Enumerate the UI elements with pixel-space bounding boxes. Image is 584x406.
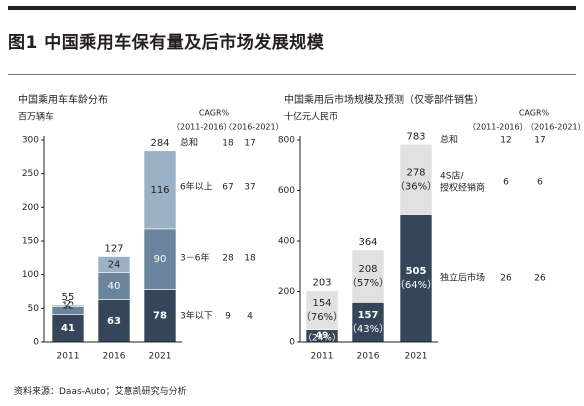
y-tick-label: 0 — [33, 338, 39, 348]
cagr-value: 6 — [537, 178, 543, 188]
cagr-row-label: 4S店/ — [440, 170, 464, 182]
bar-value-label: 49 — [316, 331, 329, 341]
y-axis-label: 十亿元人民币 — [284, 111, 338, 123]
cagr-row-label: 3年以下 — [180, 310, 213, 322]
bar-segment — [143, 228, 177, 290]
y-tick-label: 100 — [22, 270, 39, 280]
bar-segment — [143, 150, 177, 230]
cagr-row-label: 总和 — [440, 134, 458, 146]
y-tick-label: 200 — [22, 203, 39, 213]
chart-title: 中国乘用后市场规模及预测（仅零部件销售） — [284, 93, 484, 106]
x-tick-label: 2021 — [405, 352, 428, 362]
cagr-value: 4 — [247, 312, 253, 322]
title-divider — [8, 74, 576, 75]
bar-value-label: 154 — [312, 298, 331, 309]
x-tick-label: 2021 — [149, 352, 172, 362]
cagr-value: 6 — [503, 178, 509, 188]
y-tick-label: 800 — [278, 136, 295, 146]
x-tick-label: 2011 — [311, 352, 334, 362]
bar-share-label: （57%） — [347, 277, 389, 289]
cagr-period: （2016-2021） — [526, 123, 584, 132]
bar-total-label: 203 — [312, 278, 331, 289]
cagr-value: 67 — [222, 183, 233, 193]
top-rule — [8, 6, 576, 10]
bar-segment — [51, 304, 85, 307]
x-tick-label: 2016 — [103, 352, 126, 362]
bar-value-label: 505 — [406, 266, 427, 277]
cagr-value: 9 — [225, 312, 231, 322]
bar-value-label: 41 — [61, 323, 75, 334]
bar-total-label: 364 — [358, 237, 377, 248]
bar-segment — [305, 290, 339, 330]
cagr-row-label: 3－6年 — [180, 252, 209, 264]
source-note: 资料来源：Daas-Auto；艾意凯研究与分析 — [14, 387, 187, 397]
cagr-value: 12 — [500, 136, 511, 146]
bar-share-label: （76%） — [301, 311, 343, 323]
bar-value-label: 278 — [406, 167, 425, 178]
cagr-row-label: 独立后市场 — [440, 272, 485, 284]
cagr-value: 26 — [500, 274, 512, 284]
cagr-value: 17 — [244, 139, 255, 149]
cagr-header: CAGR% — [199, 109, 230, 118]
cagr-row-label: 授权经销商 — [440, 182, 485, 194]
cagr-value: 17 — [534, 136, 545, 146]
bar-value-label: 24 — [108, 260, 121, 271]
bar-value-label: 208 — [358, 264, 377, 275]
bar-share-label: （24%） — [303, 333, 341, 344]
bar-value-label: 2 — [65, 299, 71, 310]
bar-segment — [399, 214, 433, 343]
bar-segment — [399, 143, 433, 215]
bar-total-label: 55 — [62, 292, 75, 303]
y-tick-label: 400 — [278, 237, 295, 247]
bar-share-label: （43%） — [347, 323, 389, 335]
bar-total-label: 783 — [406, 131, 425, 142]
cagr-value: 37 — [244, 183, 255, 193]
bar-value-label: 116 — [150, 185, 169, 196]
bar-segment — [351, 302, 385, 343]
y-tick-label: 250 — [22, 169, 39, 179]
bar-segment — [51, 314, 85, 343]
cagr-period: （2011-2016） — [468, 123, 528, 132]
bar-total-label: 127 — [104, 243, 123, 254]
bar-value-label: 63 — [107, 316, 121, 327]
x-tick-label: 2016 — [357, 352, 380, 362]
bar-segment — [97, 272, 131, 300]
y-tick-label: 300 — [22, 136, 39, 146]
bar-share-label: （64%） — [395, 279, 437, 291]
bar-value-label: 78 — [153, 311, 167, 322]
y-axis-label: 百万辆车 — [18, 111, 54, 123]
cagr-value: 18 — [244, 254, 256, 264]
cagr-row-label: 总和 — [180, 137, 198, 149]
cagr-value: 26 — [534, 274, 546, 284]
y-tick-label: 50 — [28, 304, 40, 314]
cagr-period: （2011-2016） — [172, 123, 232, 132]
bar-segment — [97, 256, 131, 273]
y-tick-label: 600 — [278, 186, 295, 196]
cagr-value: 18 — [222, 139, 234, 149]
y-tick-label: 150 — [22, 237, 39, 247]
bar-segment — [143, 289, 177, 343]
y-tick-label: 0 — [289, 338, 295, 348]
x-tick-label: 2011 — [57, 352, 80, 362]
cagr-row-label: 6年以上 — [180, 181, 213, 193]
bar-value-label: 90 — [154, 254, 167, 265]
chart-title: 中国乘用车车龄分布 — [18, 93, 108, 106]
bar-value-label: 40 — [108, 281, 121, 292]
cagr-period: （2016-2021） — [224, 123, 284, 132]
figure-title: 图1 中国乘用车保有量及后市场发展规模 — [8, 33, 325, 53]
y-tick-label: 200 — [278, 287, 295, 297]
bar-total-label: 284 — [150, 138, 169, 149]
bar-value-label: 157 — [358, 310, 379, 321]
bar-segment — [351, 249, 385, 303]
bar-share-label: （36%） — [395, 180, 437, 192]
cagr-header: CAGR% — [519, 109, 550, 118]
cagr-value: 28 — [222, 254, 234, 264]
